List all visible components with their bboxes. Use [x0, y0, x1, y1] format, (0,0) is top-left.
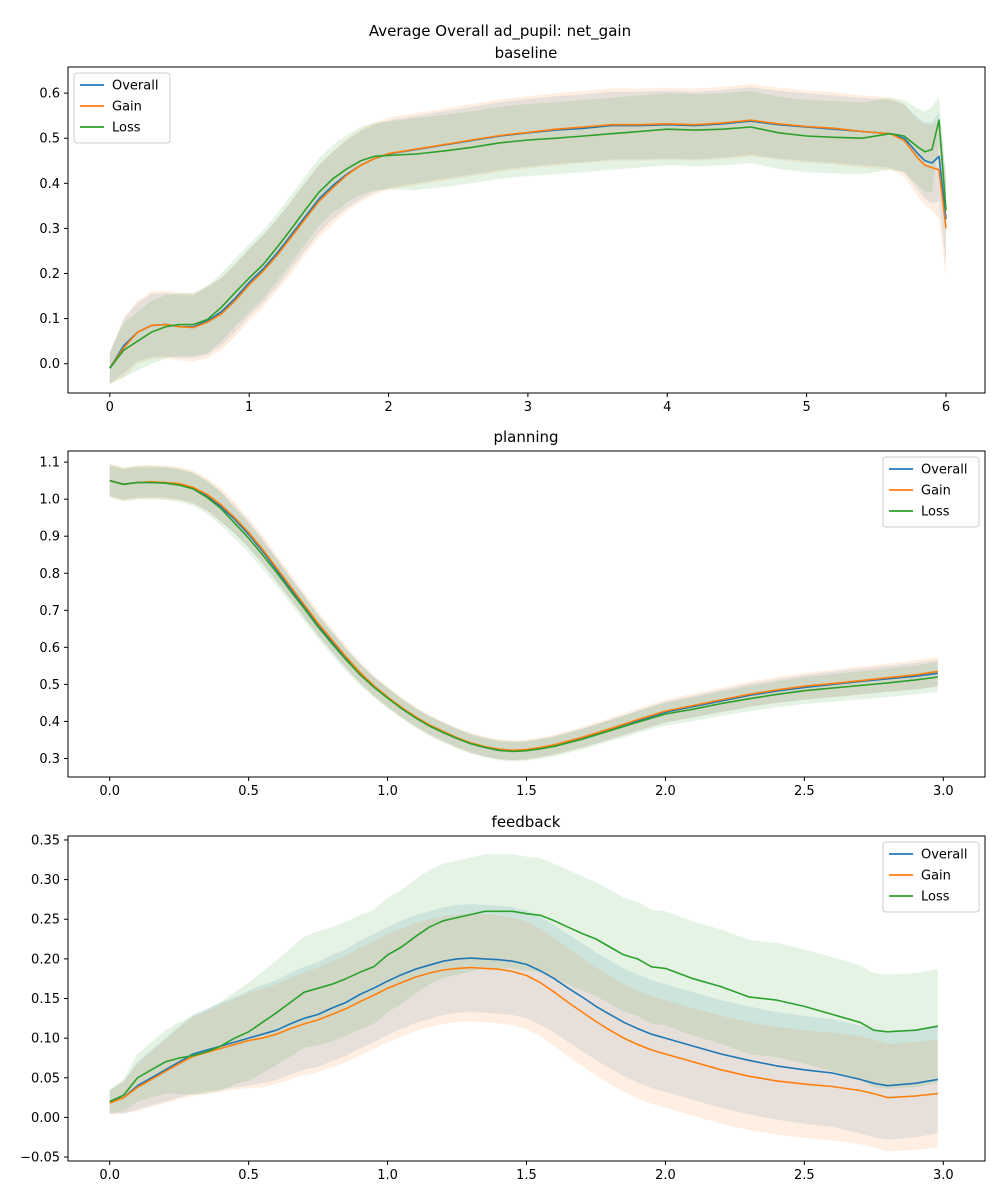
- band-loss: [109, 90, 947, 385]
- y-tick-label: 0.15: [31, 992, 60, 1007]
- x-tick-label: 0.0: [99, 784, 120, 799]
- legend-label-loss: Loss: [921, 505, 950, 520]
- legend-box: [882, 841, 980, 913]
- x-tick-label: 2.5: [794, 784, 815, 799]
- legend-label-overall: Overall: [921, 463, 967, 478]
- y-tick-label: 0.20: [31, 952, 60, 967]
- series-line-loss: [109, 479, 938, 753]
- x-tick-label: 2: [384, 400, 392, 415]
- y-tick-label: 0.3: [39, 752, 60, 767]
- y-tick-label: 0.7: [39, 604, 60, 619]
- legend-box: [73, 72, 171, 144]
- band-gain: [109, 464, 938, 761]
- legend-label-gain: Gain: [112, 100, 142, 115]
- x-tick-label: 1.0: [377, 784, 398, 799]
- y-tick-label: 0.25: [31, 913, 60, 928]
- panel-title-baseline: baseline: [495, 44, 558, 62]
- y-tick-label: 0.00: [31, 1111, 60, 1126]
- y-tick-label: 1.0: [39, 493, 60, 508]
- x-tick-label: 0.5: [238, 1168, 259, 1183]
- series-line-gain: [109, 119, 947, 369]
- legend-label-overall: Overall: [921, 848, 967, 863]
- legend: Overall Gain Loss: [882, 841, 980, 913]
- legend-label-overall: Overall: [112, 79, 158, 94]
- legend: Overall Gain Loss: [73, 72, 171, 144]
- series-line-loss: [109, 910, 938, 1103]
- legend-label-gain: Gain: [921, 484, 951, 499]
- figure-suptitle: Average Overall ad_pupil: net_gain: [369, 22, 631, 41]
- x-tick-label: 1: [245, 400, 253, 415]
- x-tick-label: 0: [106, 400, 114, 415]
- band-overall: [109, 465, 938, 760]
- x-tick-label: 2.0: [655, 1168, 676, 1183]
- x-tick-label: 6: [942, 400, 950, 415]
- x-tick-label: 3: [524, 400, 532, 415]
- panel-baseline: baseline 0 1 2 3 4 5 6 0.0 0.1 0.2 0.3 0.4 0.5 0.6 Ove…: [39, 44, 986, 415]
- plot-frame: [67, 66, 986, 394]
- x-tick-label: 1.0: [377, 1168, 398, 1183]
- band-gain: [109, 84, 947, 384]
- y-tick-label: 0.30: [31, 873, 60, 888]
- y-tick-label: 0.6: [39, 87, 60, 102]
- x-tick-label: 1.5: [516, 784, 537, 799]
- x-tick-label: 4: [663, 400, 671, 415]
- band-gain: [109, 913, 938, 1152]
- x-tick-label: 5: [802, 400, 810, 415]
- y-tick-label: 0.5: [39, 678, 60, 693]
- series-line-loss: [109, 119, 947, 369]
- series-line-gain: [109, 966, 938, 1104]
- legend-box: [882, 456, 980, 528]
- x-tick-label: 2.0: [655, 784, 676, 799]
- y-tick-label: 0.35: [31, 833, 60, 848]
- y-tick-label: 0.4: [39, 177, 60, 192]
- x-tick-label: 1.5: [516, 1168, 537, 1183]
- panel-feedback: feedback 0.0 0.5 1.0 1.5 2.0 2.5 3.0 −0.05 0.00 0…: [20, 813, 986, 1183]
- y-tick-label: 0.10: [31, 1032, 60, 1047]
- legend: Overall Gain Loss: [882, 456, 980, 528]
- band-loss: [109, 464, 938, 762]
- panel-title-feedback: feedback: [492, 813, 561, 831]
- y-tick-label: 0.05: [31, 1071, 60, 1086]
- x-tick-label: 3.0: [933, 784, 954, 799]
- series-line-gain: [109, 479, 938, 752]
- panel-title-planning: planning: [493, 428, 558, 446]
- band-loss: [109, 854, 938, 1114]
- y-tick-label: 0.0: [39, 357, 60, 372]
- panel-planning: planning 0.0 0.5 1.0 1.5 2.0 2.5 3.0 0.3 0.4 0.5 0…: [39, 428, 986, 799]
- y-tick-label: 0.1: [39, 312, 60, 327]
- y-tick-label: 0.4: [39, 715, 60, 730]
- x-tick-label: 0.5: [238, 784, 259, 799]
- y-tick-label: −0.05: [20, 1151, 60, 1166]
- x-tick-label: 3.0: [933, 1168, 954, 1183]
- legend-label-gain: Gain: [921, 869, 951, 884]
- y-tick-label: 0.3: [39, 222, 60, 237]
- band-overall: [109, 87, 947, 385]
- legend-label-loss: Loss: [921, 890, 950, 905]
- band-overall: [109, 904, 938, 1140]
- legend-label-loss: Loss: [112, 121, 141, 136]
- x-tick-label: 0.0: [99, 1168, 120, 1183]
- x-tick-label: 2.5: [794, 1168, 815, 1183]
- y-tick-label: 0.2: [39, 267, 60, 282]
- y-tick-label: 0.9: [39, 530, 60, 545]
- y-tick-label: 0.5: [39, 132, 60, 147]
- y-tick-label: 1.1: [39, 456, 60, 471]
- series-line-overall: [109, 957, 938, 1103]
- y-tick-label: 0.8: [39, 567, 60, 582]
- y-tick-label: 0.6: [39, 641, 60, 656]
